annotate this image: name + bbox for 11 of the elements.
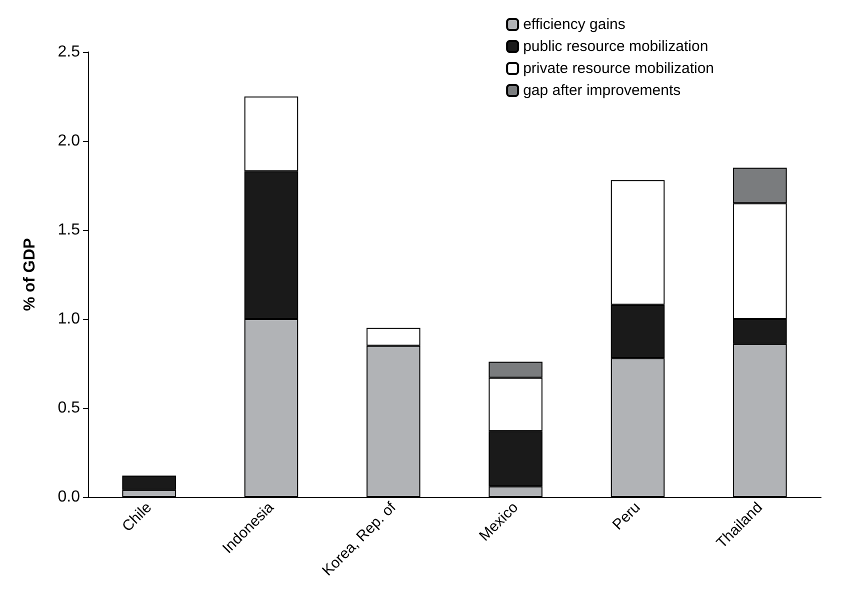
legend-label: gap after improvements <box>523 82 681 99</box>
legend-label: efficiency gains <box>523 16 626 33</box>
y-axis-title: % of GDP <box>22 238 38 311</box>
y-tick-label: 0.5 <box>58 400 80 416</box>
y-tick-label: 1.0 <box>58 310 80 328</box>
y-tick-label: 0.0 <box>58 488 80 506</box>
y-tick-label: 2.5 <box>58 44 80 60</box>
legend-label: private resource mobilization <box>523 60 714 77</box>
y-tick-label: 1.5 <box>58 222 80 238</box>
y-tick-label: 2.0 <box>58 132 80 150</box>
legend-label: public resource mobilization <box>523 38 708 55</box>
